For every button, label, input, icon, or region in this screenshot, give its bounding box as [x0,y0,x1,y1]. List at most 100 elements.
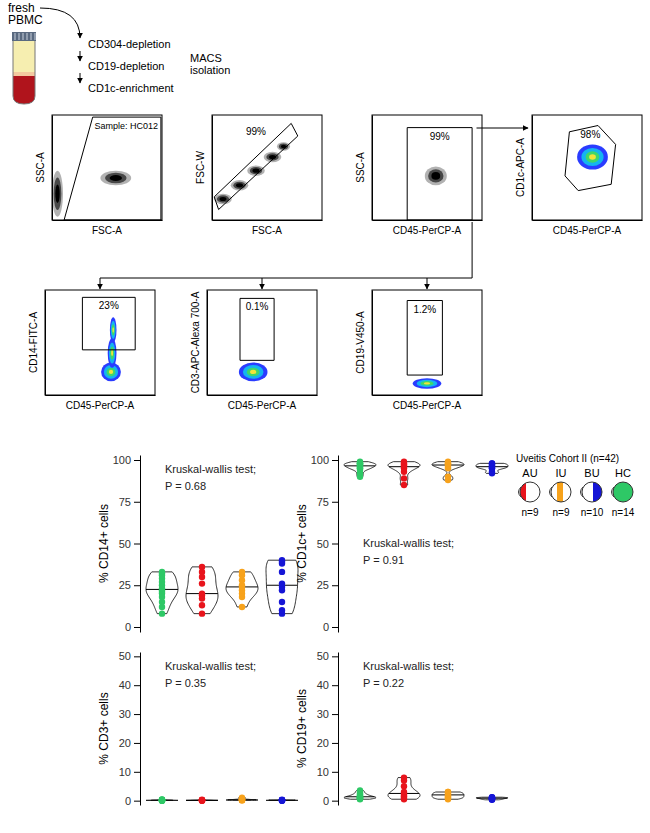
y-tick-label: 10 [119,766,131,778]
y-tick: 0 [323,621,338,633]
step-arrow [80,51,81,61]
y-axis-line [45,291,46,396]
cell-population [417,380,438,388]
y-tick-mark [134,502,140,503]
legend-icon [551,482,571,502]
data-point [159,610,165,616]
y-tick-label: 50 [119,650,131,662]
y-axis [207,291,208,396]
data-point [159,797,165,803]
violin-data [344,458,508,488]
plot-frame [45,290,155,395]
violin [266,560,298,613]
y-tick-mark [134,627,140,628]
cell-population [577,144,608,169]
y-tick-mark [332,743,338,744]
y-tick: 20 [119,737,140,749]
cell-population [250,370,256,374]
legend-label: HC [615,467,631,479]
cell-population [247,368,260,377]
data-point [239,797,245,803]
data-point [279,607,285,613]
y-tick: 75 [119,496,140,508]
violin-plot: 01020304050% CD19+ cellsKruskal-wallis t… [295,650,508,806]
x-axis-title: CD45-PerCP-A [393,400,462,411]
x-axis-line [373,395,483,396]
gating-connectors [100,128,528,289]
tube-cap-stripe [35,33,36,40]
y-tick-label: 0 [125,795,131,807]
violin-data [146,795,298,804]
data-point [159,797,165,803]
gate-label: 23% [99,300,119,311]
y-tick-label: 40 [317,679,329,691]
connector-arrow [262,278,263,289]
gate [407,128,472,220]
plot-frame [207,290,317,395]
legend-icon-region [557,482,563,502]
y-tick: 10 [119,766,140,778]
cell-population [243,365,264,379]
step-arrow [80,73,81,83]
x-axis [208,395,318,396]
cell-population [107,368,116,377]
step-label: CD304-depletion [88,38,171,50]
x-axis-title: CD45-PerCP-A [228,400,297,411]
data-point [279,569,285,575]
x-axis-line [373,220,483,221]
y-axis-title: % CD19+ cells [295,689,309,768]
x-axis-title: CD45-PerCP-A [553,225,622,236]
legend-n: n=14 [612,507,635,518]
tube-cap-stripe [23,33,24,40]
y-tick: 40 [317,679,338,691]
y-axis-title: SSC-A [35,152,46,183]
y-axis-line [140,653,141,806]
gate-label: 98% [580,129,600,140]
data-point [159,796,165,802]
gate-label: 0.1% [246,301,269,312]
y-tick: 30 [317,708,338,720]
data-point [357,794,363,800]
y-tick-mark [332,801,338,802]
y-tick: 0 [125,621,140,633]
data-point [199,610,205,616]
y-tick-mark [134,685,140,686]
legend-icon-cornea [612,487,615,497]
x-axis [373,395,483,396]
connector-line [100,278,472,279]
cell-population [425,166,447,185]
y-tick-label: 0 [323,795,329,807]
step-label: CD1c-enrichment [88,82,174,94]
data-point [279,797,285,803]
data-point [159,797,165,803]
y-tick: 50 [317,650,338,662]
data-point [445,474,451,480]
flow-plot: 23%CD45-PerCP-ACD14-FITC-A [28,290,156,411]
y-tick: 0 [125,795,140,807]
y-tick: 100 [113,454,140,466]
gate [214,123,298,209]
cell-population [214,194,232,205]
y-tick-mark [332,714,338,715]
data-point [239,797,245,803]
data-point [279,797,285,803]
cell-population [236,183,243,187]
flow-plot: 99%FSC-AFSC-W [195,115,323,236]
cell-population [109,370,113,374]
y-axis-line [212,116,213,221]
legend-icon [582,482,602,502]
data-point [489,795,495,801]
cell-population [105,173,127,183]
y-tick-mark [332,772,338,773]
y-axis: 0255075100 [113,454,141,633]
y-axis-line [207,291,208,396]
cell-population [111,321,116,339]
y-tick-mark [134,585,140,586]
y-tick-label: 50 [317,538,329,550]
data-point [199,797,205,803]
data-point [159,797,165,803]
cell-population [100,171,131,186]
y-axis-line [372,116,373,221]
violin [226,572,258,607]
y-axis [532,116,533,221]
